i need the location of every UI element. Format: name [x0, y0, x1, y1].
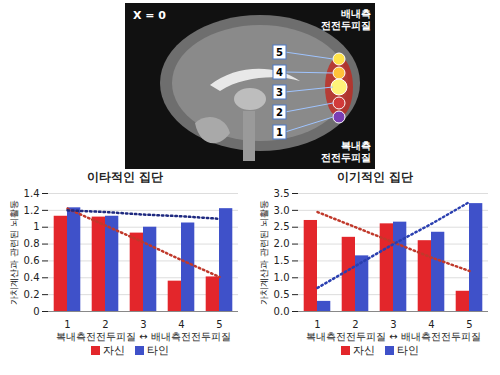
- svg-text:1: 1: [33, 221, 39, 232]
- svg-text:2: 2: [102, 319, 108, 330]
- svg-text:5: 5: [466, 319, 472, 330]
- html-text:이타적인 집단: 이타적인 집단: [86, 170, 164, 184]
- svg-text:3: 3: [390, 319, 396, 330]
- svg-text:복내측전전두피질 ↔ 배내측전전두피질: 복내측전전두피질 ↔ 배내측전전두피질: [56, 331, 231, 342]
- html-text:타인: 타인: [397, 344, 419, 357]
- svg-text:5: 5: [276, 47, 283, 58]
- html-text:이기적인 집단: 이기적인 집단: [336, 170, 414, 184]
- svg-text:2.0: 2.0: [274, 238, 290, 249]
- svg-text:복내측전전두피질 ↔ 배내측전전두피질: 복내측전전두피질 ↔ 배내측전전두피질: [306, 331, 481, 342]
- svg-text:3.0: 3.0: [274, 205, 290, 216]
- svg-text:0.4: 0.4: [24, 272, 40, 283]
- svg-text:4: 4: [178, 319, 184, 330]
- svg-text:4: 4: [276, 67, 283, 78]
- svg-text:2: 2: [276, 107, 283, 118]
- svg-text:0.0: 0.0: [274, 306, 290, 317]
- svg-text:1.5: 1.5: [274, 255, 290, 266]
- svg-text:1: 1: [276, 127, 283, 138]
- svg-text:배내측전전두피질: 배내측전전두피질: [321, 8, 371, 31]
- svg-text:1: 1: [64, 319, 70, 330]
- svg-text:X = 0: X = 0: [133, 9, 166, 22]
- svg-text:0.5: 0.5: [274, 289, 290, 300]
- svg-text:복내측전전두피질: 복내측전전두피질: [321, 140, 371, 163]
- svg-text:2: 2: [352, 319, 358, 330]
- svg-text:3.5: 3.5: [274, 188, 290, 199]
- svg-text:0.8: 0.8: [24, 238, 40, 249]
- svg-text:0: 0: [33, 306, 39, 317]
- html-text:자신: 자신: [353, 344, 375, 357]
- svg-text:2.5: 2.5: [274, 221, 290, 232]
- svg-text:가치계산과 관련된 뇌활동: 가치계산과 관련된 뇌활동: [9, 200, 19, 305]
- svg-text:1.0: 1.0: [274, 272, 290, 283]
- html-text:타인: 타인: [147, 344, 169, 357]
- svg-text:1.4: 1.4: [24, 188, 40, 199]
- svg-text:4: 4: [428, 319, 434, 330]
- svg-text:1.2: 1.2: [24, 205, 40, 216]
- svg-text:3: 3: [140, 319, 146, 330]
- svg-text:0.6: 0.6: [24, 255, 40, 266]
- html-text:자신: 자신: [103, 344, 125, 357]
- svg-text:0.2: 0.2: [24, 289, 40, 300]
- svg-text:1: 1: [314, 319, 320, 330]
- svg-text:가치계산과 관련된 뇌활동: 가치계산과 관련된 뇌활동: [259, 200, 269, 305]
- svg-text:5: 5: [216, 319, 222, 330]
- svg-text:3: 3: [276, 87, 283, 98]
